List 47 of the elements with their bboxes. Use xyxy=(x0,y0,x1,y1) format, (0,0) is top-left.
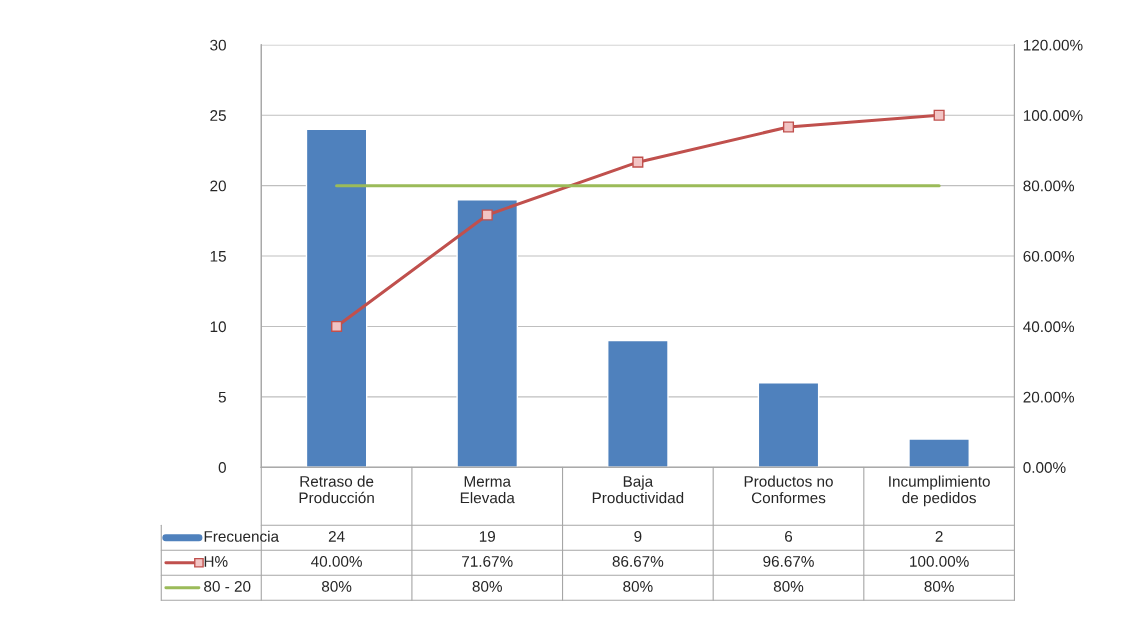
x-tick-label: Productos no Conformes xyxy=(744,475,833,504)
legend-label: Frecuencia xyxy=(204,530,280,542)
x-tick-label: Retraso de Producción xyxy=(299,475,374,504)
bar xyxy=(305,128,368,468)
data-label: 71.67% xyxy=(462,556,513,567)
y-tick-label: 20 xyxy=(210,180,226,192)
y2-tick-label: 100.00% xyxy=(1023,110,1083,121)
data-label: 40.00% xyxy=(311,556,362,567)
data-label: 100.00% xyxy=(910,556,969,567)
y-tick-label: 5 xyxy=(218,391,226,403)
data-label: 6 xyxy=(785,531,793,542)
data-label: 80% xyxy=(924,581,954,592)
y2-tick-label: 120.00% xyxy=(1023,39,1083,51)
bar xyxy=(908,438,970,468)
y2-tick-label: 60.00% xyxy=(1023,250,1075,262)
y-tick-label: 15 xyxy=(210,251,226,262)
bar xyxy=(456,199,519,468)
legend-label: H% xyxy=(204,556,228,567)
point xyxy=(632,156,644,168)
data-label: 96.67% xyxy=(763,556,814,567)
data-label: 80% xyxy=(472,581,502,592)
bar xyxy=(757,382,820,468)
y-tick-label: 25 xyxy=(210,110,226,121)
point xyxy=(933,109,945,121)
y-tick-label: 0 xyxy=(218,462,226,473)
y2-tick-label: 0.00% xyxy=(1023,462,1066,473)
point xyxy=(782,121,795,133)
data-label: 19 xyxy=(479,531,495,542)
y2-tick-label: 80.00% xyxy=(1023,180,1075,192)
data-label: 2 xyxy=(935,531,943,542)
legend-label: 80 - 20 xyxy=(204,581,251,592)
data-label: 80% xyxy=(623,581,653,592)
data-label: 86.67% xyxy=(612,556,664,567)
bar xyxy=(607,339,669,468)
point xyxy=(331,320,343,333)
x-tick-label: Baja Productividad xyxy=(592,475,684,504)
y2-tick-label: 20.00% xyxy=(1023,391,1075,403)
data-label: 24 xyxy=(328,531,345,542)
y2-tick-label: 40.00% xyxy=(1023,321,1075,333)
x-tick-label: Incumplimiento de pedidos xyxy=(889,475,990,507)
point xyxy=(481,209,493,221)
y-tick-label: 30 xyxy=(210,39,226,51)
data-label: 80% xyxy=(321,581,352,592)
x-tick-label: Merma Elevada xyxy=(460,476,515,504)
data-label: 9 xyxy=(634,531,642,542)
y-tick-label: 10 xyxy=(210,321,226,333)
data-label: 80% xyxy=(773,581,804,592)
